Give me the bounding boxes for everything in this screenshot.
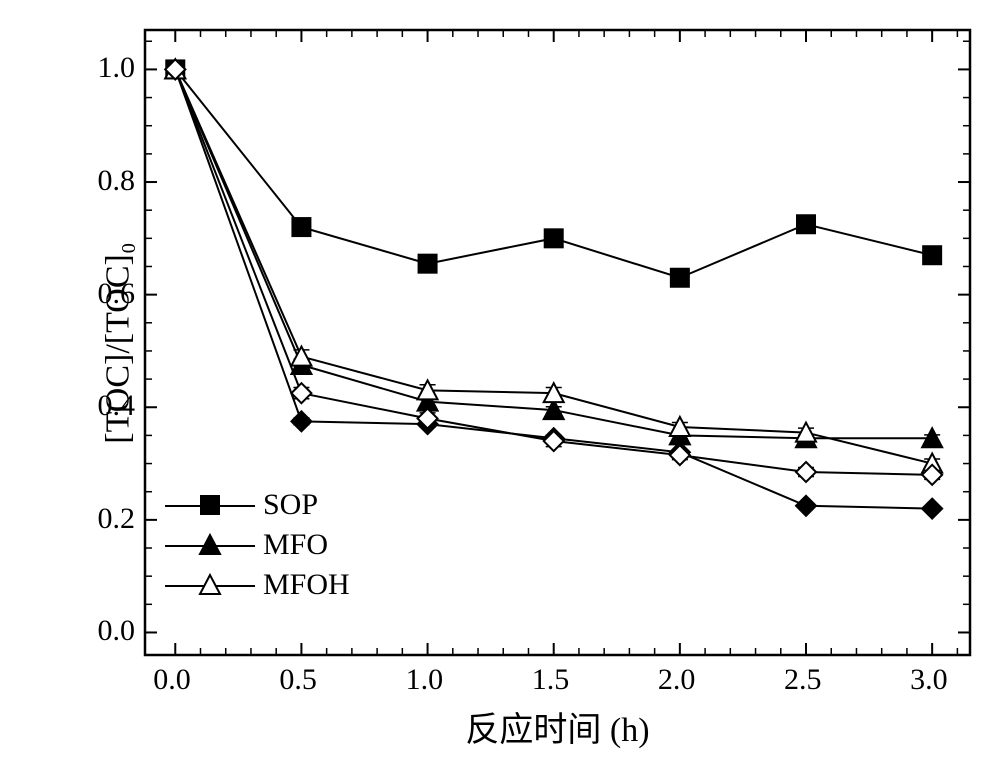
x-axis-label: 反应时间 (h) (465, 702, 649, 751)
x-tick-label: 2.5 (784, 663, 822, 697)
legend-item: MFOH (165, 565, 350, 605)
legend-label: MFO (263, 528, 328, 562)
legend-item: SOP (165, 485, 350, 525)
chart-container: [TOC]/[TOC]₀ 反应时间 (h) 0.00.51.01.52.02.5… (0, 0, 1000, 757)
x-tick-label: 0.5 (279, 663, 317, 697)
legend-label: MFOH (263, 568, 350, 602)
x-tick-label: 3.0 (910, 663, 948, 697)
chart-svg (0, 0, 1000, 757)
series-series5 (165, 59, 942, 484)
legend-symbol (165, 485, 255, 525)
legend-symbol (165, 565, 255, 605)
y-tick-label: 0.6 (98, 277, 136, 311)
y-tick-label: 0.8 (98, 164, 136, 198)
legend: SOP MFO MFOH (165, 485, 350, 605)
y-tick-label: 1.0 (98, 51, 136, 85)
x-tick-label: 2.0 (658, 663, 696, 697)
legend-item: MFO (165, 525, 350, 565)
legend-label: SOP (263, 488, 318, 522)
legend-symbol (165, 525, 255, 565)
x-tick-label: 1.5 (532, 663, 570, 697)
y-tick-label: 0.2 (98, 502, 136, 536)
y-tick-label: 0.0 (98, 614, 136, 648)
x-tick-label: 0.0 (153, 663, 191, 697)
y-tick-label: 0.4 (98, 389, 136, 423)
x-tick-label: 1.0 (406, 663, 444, 697)
series-SOP (166, 60, 941, 286)
